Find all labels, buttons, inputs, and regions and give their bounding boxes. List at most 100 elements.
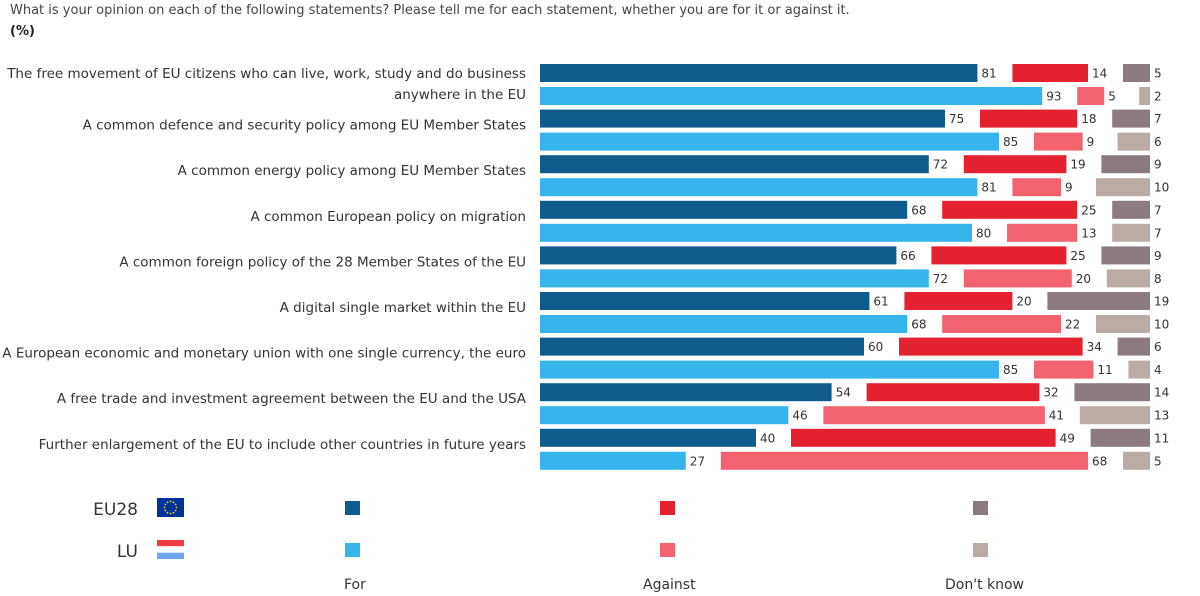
lu-dk-bar — [1112, 223, 1150, 242]
lu-against-bar — [1007, 223, 1078, 242]
eu28-dk-bar — [1074, 383, 1150, 402]
lu-against-label: 22 — [1065, 318, 1080, 332]
eu28-dk-label: 5 — [1154, 67, 1162, 81]
eu28-against-label: 14 — [1092, 67, 1107, 81]
category-label: A common defence and security policy amo… — [83, 118, 526, 134]
eu28-dk-label: 9 — [1154, 249, 1162, 263]
eu28-dk-label: 11 — [1154, 431, 1169, 445]
lu-for-label: 85 — [1003, 363, 1018, 377]
eu28-for-label: 40 — [760, 431, 775, 445]
eu-flag-star — [174, 503, 177, 506]
eu28-for-bar — [540, 200, 908, 219]
eu28-for-label: 75 — [949, 112, 964, 126]
lu-against-label: 5 — [1108, 90, 1116, 104]
category-label: A common foreign policy of the 28 Member… — [119, 254, 526, 270]
lu-for-bar — [540, 269, 929, 288]
lu-against-label: 20 — [1076, 272, 1091, 286]
eu28-dk-bar — [1101, 246, 1150, 265]
eu28-dk-label: 14 — [1154, 386, 1169, 400]
eu-flag-star — [163, 506, 166, 509]
eu28-for-label: 72 — [933, 158, 948, 172]
legend-swatch-eu28-for — [345, 501, 360, 515]
eu28-against-label: 49 — [1060, 431, 1075, 445]
lu-against-label: 41 — [1049, 409, 1064, 423]
eu28-for-bar — [540, 428, 756, 447]
eu28-for-bar — [540, 246, 897, 265]
eu-flag-star — [166, 511, 169, 514]
eu-flag-star — [172, 501, 175, 504]
eu28-dk-bar — [1101, 155, 1150, 174]
eu28-dk-bar — [1112, 109, 1150, 128]
eu28-against-label: 25 — [1070, 249, 1085, 263]
lu-against-bar — [1077, 87, 1105, 105]
question-text: What is your opinion on each of the foll… — [10, 3, 850, 18]
eu28-for-bar — [540, 109, 945, 128]
lu-dk-label: 10 — [1154, 181, 1169, 195]
lu-for-label: 68 — [911, 318, 926, 332]
eu28-dk-bar — [1090, 428, 1150, 447]
eu28-for-label: 60 — [868, 340, 883, 354]
lu-against-bar — [720, 451, 1088, 470]
lu-dk-label: 2 — [1154, 90, 1162, 104]
eu28-for-bar — [540, 155, 929, 174]
eu28-for-label: 68 — [911, 203, 926, 217]
lu-for-label: 46 — [792, 409, 807, 423]
lu-dk-bar — [1128, 360, 1150, 379]
eu28-dk-label: 7 — [1154, 203, 1162, 217]
eu28-against-bar — [904, 292, 1013, 310]
lu-dk-bar — [1096, 178, 1150, 197]
eu28-against-label: 18 — [1081, 112, 1096, 126]
lu-for-bar — [540, 315, 908, 333]
lu-dk-label: 4 — [1154, 363, 1162, 377]
eu28-for-bar — [540, 292, 870, 310]
eu-flag-star — [164, 503, 167, 506]
lu-dk-bar — [1079, 406, 1150, 425]
category-label: A free trade and investment agreement be… — [57, 391, 527, 407]
lu-for-bar — [540, 178, 978, 197]
eu28-dk-label: 9 — [1154, 158, 1162, 172]
category-label: A European economic and monetary union w… — [2, 346, 526, 362]
eu28-against-label: 20 — [1016, 295, 1031, 309]
eu28-for-label: 66 — [900, 249, 915, 263]
lu-for-bar — [540, 451, 686, 470]
lu-for-label: 72 — [933, 272, 948, 286]
eu-flag-star — [169, 512, 172, 515]
eu-flag-icon — [157, 498, 184, 517]
lu-dk-label: 10 — [1154, 318, 1169, 332]
eu28-for-bar — [540, 64, 978, 82]
lu-dk-bar — [1096, 315, 1150, 333]
lu-against-bar — [1034, 132, 1083, 151]
category-label: A common European policy on migration — [250, 209, 526, 225]
eu-flag-star — [172, 511, 175, 514]
eu28-dk-bar — [1112, 200, 1150, 219]
lu-flag-icon — [157, 540, 184, 547]
legend-swatch-eu28-against — [660, 501, 675, 515]
eu28-against-label: 19 — [1070, 158, 1085, 172]
lu-for-bar — [540, 406, 789, 425]
category-label: Further enlargement of the EU to include… — [39, 437, 526, 453]
eu28-against-bar — [931, 246, 1067, 265]
legend-swatch-lu-dk — [973, 543, 988, 557]
lu-against-label: 9 — [1087, 135, 1095, 149]
eu28-against-bar — [899, 337, 1083, 356]
eu-flag-star — [169, 500, 172, 503]
eu28-against-bar — [963, 155, 1067, 174]
eu28-against-bar — [791, 428, 1056, 447]
eu-flag-star — [166, 501, 169, 504]
eu-flag-star — [164, 509, 167, 512]
eu28-dk-label: 6 — [1154, 340, 1162, 354]
lu-dk-bar — [1139, 87, 1150, 105]
lu-for-bar — [540, 132, 999, 151]
lu-against-bar — [942, 315, 1061, 333]
eu28-against-bar — [942, 200, 1078, 219]
lu-dk-label: 7 — [1154, 226, 1162, 240]
lu-flag-white-stripe — [157, 546, 184, 553]
lu-against-bar — [963, 269, 1072, 288]
lu-against-bar — [1034, 360, 1094, 379]
lu-for-bar — [540, 360, 999, 379]
legend-lu-label: LU — [117, 542, 138, 562]
legend-against-label: Against — [643, 577, 696, 593]
lu-for-label: 80 — [976, 226, 991, 240]
eu28-against-label: 34 — [1087, 340, 1102, 354]
eu-flag-star — [175, 506, 178, 509]
